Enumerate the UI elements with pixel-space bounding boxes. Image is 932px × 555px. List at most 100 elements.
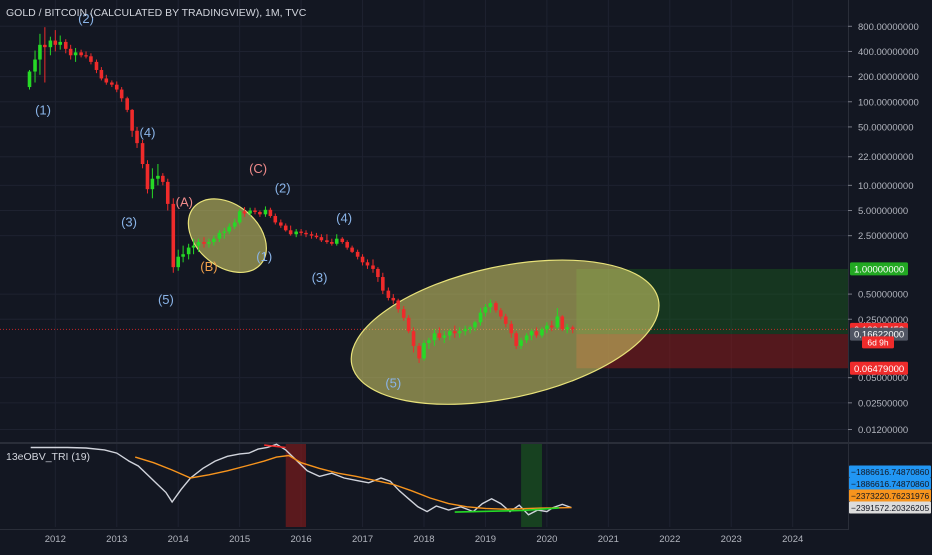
candle-body bbox=[483, 307, 488, 313]
candle-body bbox=[427, 340, 431, 343]
candle-body bbox=[294, 231, 298, 235]
candle-body bbox=[196, 241, 201, 246]
candle-body bbox=[360, 256, 365, 263]
price-label-box bbox=[850, 361, 908, 375]
candle-body bbox=[156, 175, 160, 179]
candle-body bbox=[38, 44, 42, 60]
y-tick-label: 0.25000000 bbox=[858, 315, 908, 326]
candle-body bbox=[135, 130, 139, 144]
candle-body bbox=[227, 226, 231, 232]
candle-body bbox=[119, 89, 124, 99]
chart-title: GOLD / BITCOIN (CALCULATED BY TRADINGVIE… bbox=[6, 7, 307, 19]
candle-body bbox=[509, 323, 514, 334]
candle-body bbox=[534, 331, 539, 336]
candle-body bbox=[114, 84, 119, 90]
candle-body bbox=[222, 231, 227, 233]
y-tick-label: 0.50000000 bbox=[858, 290, 908, 301]
price-label-box bbox=[850, 262, 908, 276]
candle-body bbox=[499, 310, 503, 317]
candle-body bbox=[406, 317, 411, 332]
candle-body bbox=[565, 327, 569, 330]
wave-label: (3) bbox=[312, 270, 328, 285]
candle-body bbox=[58, 41, 63, 45]
candle-body bbox=[514, 333, 518, 346]
x-tick-label: 2020 bbox=[536, 534, 557, 545]
y-tick-label: 2.50000000 bbox=[858, 231, 908, 242]
candle-body bbox=[165, 181, 170, 204]
candle-body bbox=[319, 237, 324, 241]
candle-body bbox=[84, 55, 88, 57]
price-label: 0.06479000 bbox=[854, 364, 904, 375]
candle-body bbox=[161, 175, 165, 182]
candle-body bbox=[27, 71, 32, 88]
candle-body bbox=[43, 44, 47, 48]
candle-body bbox=[334, 238, 339, 244]
candle-body bbox=[386, 290, 391, 298]
wave-label: (2) bbox=[78, 11, 94, 26]
candle-body bbox=[488, 303, 493, 308]
candle-body bbox=[545, 325, 549, 330]
candle-body bbox=[494, 303, 498, 311]
candle-body bbox=[555, 316, 560, 328]
candle-body bbox=[391, 297, 396, 301]
wave-label: (4) bbox=[140, 125, 156, 140]
wave-label: (4) bbox=[336, 210, 352, 225]
price-label: 0.16622000 bbox=[854, 330, 904, 341]
y-tick-label: 200.00000000 bbox=[858, 72, 919, 83]
candle-body bbox=[212, 238, 216, 242]
candle-body bbox=[411, 331, 416, 346]
indicator-label: −1886616.74870860 bbox=[851, 479, 930, 489]
highlight-ellipse bbox=[187, 198, 267, 274]
y-tick-label: 22.00000000 bbox=[858, 152, 913, 163]
indicator-series-line bbox=[134, 454, 572, 510]
x-tick-label: 2017 bbox=[352, 534, 373, 545]
candle-body bbox=[63, 41, 68, 49]
indicator-label: −1886616.74870860 bbox=[851, 467, 930, 477]
candle-body bbox=[381, 277, 385, 291]
indicator-zone bbox=[285, 444, 307, 527]
candle-body bbox=[417, 345, 421, 359]
candle-body bbox=[33, 59, 37, 72]
candle-body bbox=[437, 333, 442, 338]
indicator-label: −2391572.20326205 bbox=[851, 503, 930, 513]
candle-body bbox=[314, 235, 319, 238]
candle-body bbox=[452, 331, 457, 334]
candle-body bbox=[448, 331, 452, 336]
candle-body bbox=[283, 225, 288, 231]
y-tick-label: 100.00000000 bbox=[858, 97, 919, 108]
wave-label: (A) bbox=[176, 194, 193, 209]
indicator-label-box bbox=[849, 465, 931, 478]
indicator-label: −2373220.76231976 bbox=[851, 491, 930, 501]
x-tick-label: 2014 bbox=[168, 534, 189, 545]
x-tick-label: 2019 bbox=[475, 534, 496, 545]
candle-body bbox=[442, 335, 447, 338]
candle-body bbox=[130, 109, 134, 131]
candle-body bbox=[273, 215, 278, 223]
candle-body bbox=[540, 329, 544, 336]
candle-body bbox=[202, 241, 206, 244]
y-tick-label: 0.02500000 bbox=[858, 398, 908, 409]
candle-body bbox=[376, 268, 380, 278]
countdown-label: 6d 9h bbox=[867, 337, 889, 347]
wave-label: (3) bbox=[121, 215, 137, 230]
x-tick-label: 2012 bbox=[45, 534, 66, 545]
candle-body bbox=[288, 230, 293, 235]
wave-label: (1) bbox=[256, 249, 272, 264]
candle-body bbox=[473, 322, 477, 328]
candle-body bbox=[365, 262, 370, 266]
candle-body bbox=[217, 232, 222, 239]
candle-body bbox=[524, 335, 529, 341]
countdown-box bbox=[862, 336, 894, 349]
candle-body bbox=[73, 52, 78, 56]
indicator-series-line bbox=[264, 444, 286, 449]
y-tick-label: 10.00000000 bbox=[858, 181, 913, 192]
indicator-label-box bbox=[849, 489, 931, 502]
candle-body bbox=[422, 342, 426, 359]
candle-body bbox=[560, 316, 565, 330]
candle-body bbox=[330, 241, 334, 244]
x-tick-label: 2023 bbox=[721, 534, 742, 545]
candle-body bbox=[68, 48, 73, 56]
candle-body bbox=[279, 222, 283, 226]
candle-body bbox=[186, 247, 191, 255]
